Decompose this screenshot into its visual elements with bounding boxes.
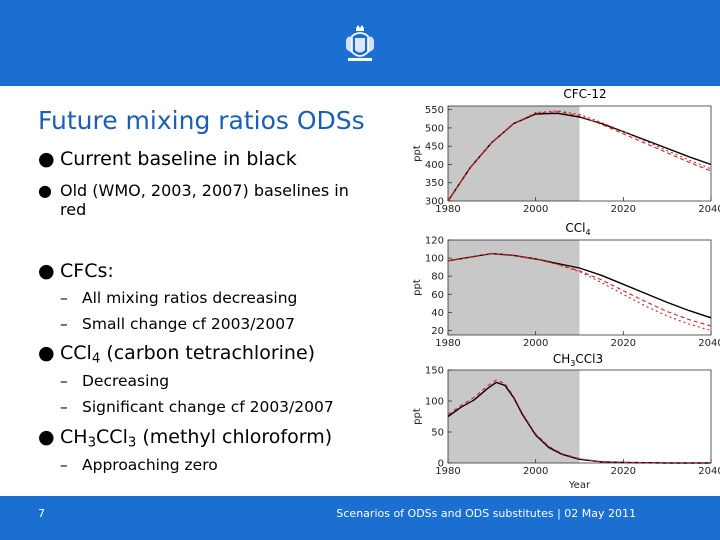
bullet-dot: ● (38, 148, 55, 170)
x-tick-label: 2000 (523, 204, 548, 215)
y-tick-label: 20 (431, 326, 444, 337)
y-tick-label: 350 (425, 178, 444, 189)
sub-bullet-text: Decreasing (82, 372, 170, 390)
formula-ch: CH (60, 426, 88, 448)
formula-sub: 3 (87, 435, 97, 451)
royal-coat-of-arms-logo (342, 22, 378, 68)
series-line (447, 110, 712, 202)
y-axis-label: ppt (412, 145, 423, 162)
x-tick-label: 2020 (611, 466, 636, 477)
historical-shade (448, 106, 580, 201)
y-tick-label: 120 (425, 236, 444, 247)
y-tick-label: 50 (431, 428, 444, 439)
y-axis-label: ppt (412, 279, 423, 296)
chart-title: CFC-12 (563, 87, 606, 101)
x-tick-label: 1980 (435, 204, 460, 215)
sub-bullet-text: All mixing ratios decreasing (82, 289, 298, 307)
bullet-ccl4: ● CCl4 (carbon tetrachlorine) (38, 342, 315, 366)
historical-shade (448, 370, 580, 463)
bullet-text: (carbon tetrachlorine) (100, 342, 316, 364)
y-tick-label: 80 (431, 272, 444, 283)
y-tick-label: 550 (425, 105, 444, 116)
footer-text: Scenarios of ODSs and ODS substitutes | … (336, 507, 636, 520)
x-tick-label: 2000 (523, 466, 548, 477)
chart-title: CCl4 (565, 221, 590, 237)
formula-sub: 3 (127, 435, 137, 451)
mixing-ratio-charts: 3003504004505005501980200020202040pptCFC… (412, 87, 720, 491)
sub-bullet-cfcs-2: – Small change cf 2003/2007 (60, 315, 295, 333)
sub-bullet-cfcs-1: – All mixing ratios decreasing (60, 289, 297, 307)
bullet-old-baselines-cont: red (60, 200, 87, 219)
y-tick-label: 450 (425, 142, 444, 153)
bullet-dot: ● (38, 181, 52, 200)
bullet-text: CFCs: (60, 260, 114, 282)
chart-title: CH3CCl3 (553, 352, 603, 368)
x-axis-label: Year (568, 480, 591, 491)
bullet-ch3ccl3: ● CH3CCl3 (methyl chloroform) (38, 426, 332, 450)
series-line (447, 253, 712, 327)
y-axis-label: ppt (412, 408, 423, 425)
page-number: 7 (38, 507, 45, 520)
x-tick-label: 1980 (435, 466, 460, 477)
formula-sub: 4 (91, 351, 101, 367)
sub-bullet-ch3ccl3-1: – Approaching zero (60, 456, 218, 474)
formula-ccl: CCl (96, 426, 128, 448)
bullet-current-baseline: ● Current baseline in black (38, 148, 297, 170)
plot-frame (447, 105, 712, 202)
bullet-text: (methyl chloroform) (136, 426, 333, 448)
sub-bullet-dash: – (60, 398, 68, 416)
footer-bar: 7 Scenarios of ODSs and ODS substitutes … (0, 496, 720, 540)
y-tick-label: 100 (425, 254, 444, 265)
series-line (447, 110, 712, 202)
bullet-dot: ● (38, 260, 55, 282)
sub-bullet-text: Approaching zero (82, 456, 218, 474)
sub-bullet-ccl4-2: – Significant change cf 2003/2007 (60, 398, 334, 416)
x-tick-label: 2020 (611, 204, 636, 215)
sub-bullet-text: Significant change cf 2003/2007 (82, 398, 334, 416)
sub-bullet-dash: – (60, 315, 68, 333)
x-tick-label: 2000 (523, 338, 548, 349)
sub-bullet-ccl4-1: – Decreasing (60, 372, 169, 390)
sub-bullet-dash: – (60, 289, 68, 307)
y-tick-label: 150 (425, 366, 444, 377)
bullet-dot: ● (38, 342, 55, 364)
historical-shade (448, 240, 580, 335)
y-tick-label: 40 (431, 308, 444, 319)
slide-title: Future mixing ratios ODSs (38, 106, 365, 135)
y-tick-label: 60 (431, 290, 444, 301)
y-tick-label: 0 (438, 459, 444, 470)
bullet-text: Old (WMO, 2003, 2007) baselines in (60, 181, 349, 200)
sub-bullet-text: Small change cf 2003/2007 (82, 315, 295, 333)
sub-bullet-dash: – (60, 456, 68, 474)
x-tick-label: 2020 (611, 338, 636, 349)
top-banner (0, 0, 720, 86)
bullet-dot: ● (38, 426, 55, 448)
y-tick-label: 500 (425, 123, 444, 134)
sub-bullet-dash: – (60, 372, 68, 390)
y-tick-label: 300 (425, 197, 444, 208)
y-tick-label: 100 (425, 397, 444, 408)
x-tick-label: 1980 (435, 338, 460, 349)
y-tick-label: 400 (425, 160, 444, 171)
plot-frame (447, 239, 712, 336)
series-line (447, 379, 711, 464)
bullet-cfcs: ● CFCs: (38, 260, 114, 282)
bullet-old-baselines: ● Old (WMO, 2003, 2007) baselines in (38, 181, 349, 200)
bullet-text: Current baseline in black (60, 148, 297, 170)
formula-ccl: CCl (60, 342, 92, 364)
